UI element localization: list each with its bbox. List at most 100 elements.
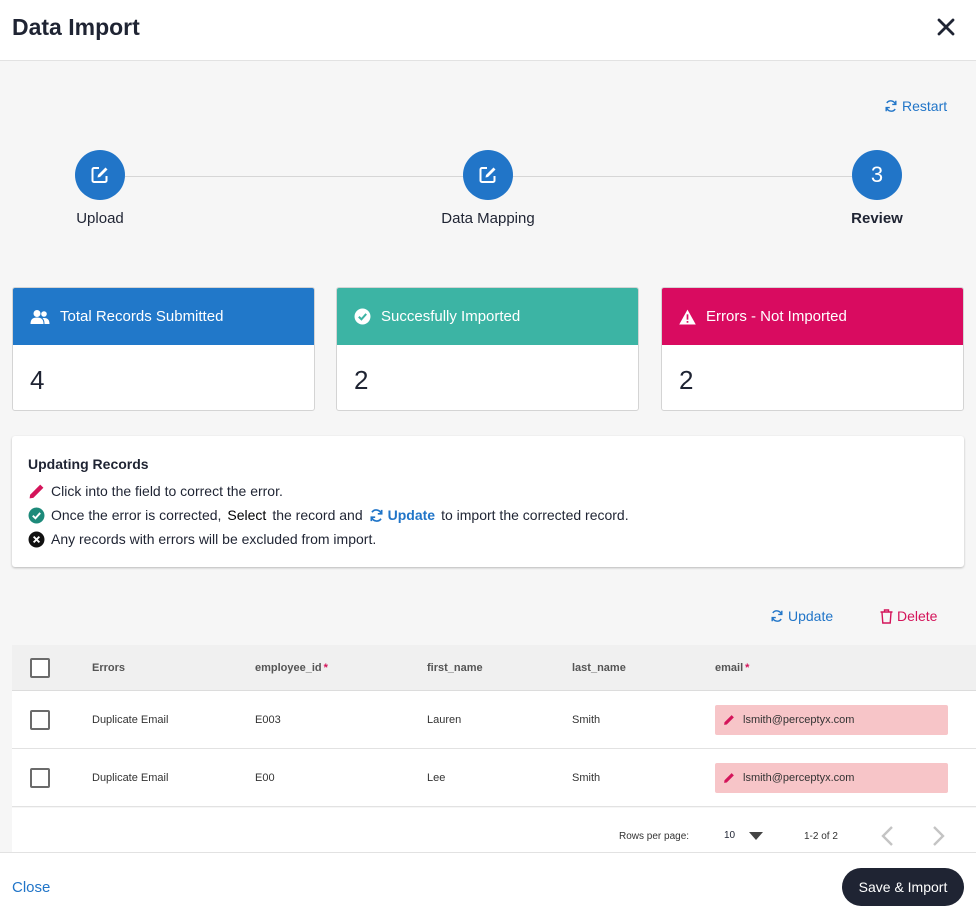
table-row: Duplicate Email E003 Lauren Smith lsmith…	[12, 691, 976, 749]
step-review-circle: 3	[852, 150, 902, 200]
col-employee-id[interactable]: employee_id *	[255, 645, 328, 690]
imported-card: Succesfully Imported 2	[336, 287, 639, 411]
cell-employee-id[interactable]: E00	[255, 771, 275, 784]
chevron-right-icon[interactable]	[928, 824, 948, 848]
cell-email: lsmith@perceptyx.com	[715, 749, 948, 806]
close-link[interactable]: Close	[12, 879, 51, 896]
info-line2-b: the record and	[272, 507, 363, 523]
cell-errors: Duplicate Email	[92, 713, 169, 726]
modal-header: Data Import	[0, 0, 976, 61]
info-line2-a: Once the error is corrected,	[51, 507, 222, 523]
imported-label: Succesfully Imported	[381, 308, 521, 325]
close-icon[interactable]	[934, 15, 958, 39]
table-header: Errors employee_id * first_name last_name…	[12, 645, 976, 691]
row-checkbox[interactable]	[30, 709, 50, 730]
col-first-name-label: first_name	[427, 661, 483, 674]
refresh-icon	[885, 100, 897, 112]
pencil-icon	[28, 483, 45, 500]
restart-button[interactable]: Restart	[884, 98, 947, 114]
info-update-reference: Update	[369, 507, 435, 523]
updating-records-info: Updating Records Click into the field to…	[12, 436, 964, 567]
cell-email: lsmith@perceptyx.com	[715, 691, 948, 748]
pencil-icon	[724, 714, 734, 725]
delete-label: Delete	[897, 608, 938, 624]
email-value: lsmith@perceptyx.com	[743, 771, 855, 784]
row-select-cell	[30, 749, 50, 806]
info-line1-text: Click into the field to correct the erro…	[51, 483, 283, 499]
cell-last-name[interactable]: Smith	[572, 771, 601, 784]
step-upload-label: Upload	[76, 210, 124, 227]
rows-per-page-value: 10	[724, 830, 736, 841]
step-review-label: Review	[851, 210, 903, 227]
warning-icon	[679, 309, 696, 324]
check-circle-icon	[28, 507, 45, 524]
required-mark: *	[323, 661, 328, 674]
col-employee-id-label: employee_id	[255, 661, 322, 674]
total-records-header: Total Records Submitted	[13, 288, 314, 345]
info-line-update: Once the error is corrected, Select the …	[28, 503, 948, 527]
required-mark: *	[745, 661, 750, 674]
users-icon	[30, 309, 50, 324]
refresh-icon	[370, 508, 383, 522]
cell-first-name[interactable]: Lee	[427, 771, 446, 784]
errors-label: Errors - Not Imported	[706, 308, 847, 325]
info-line-exclude: Any records with errors will be excluded…	[28, 527, 948, 551]
total-records-card: Total Records Submitted 4	[12, 287, 315, 411]
info-title: Updating Records	[28, 456, 149, 472]
total-records-value: 4	[30, 365, 45, 395]
info-update-label: Update	[387, 507, 436, 523]
email-error-field[interactable]: lsmith@perceptyx.com	[715, 704, 948, 735]
col-errors-label: Errors	[92, 661, 126, 674]
col-errors[interactable]: Errors	[92, 645, 125, 690]
col-email-label: email	[715, 661, 744, 674]
col-email[interactable]: email *	[715, 645, 749, 690]
col-last-name-label: last_name	[572, 661, 626, 674]
imported-header: Succesfully Imported	[337, 288, 638, 345]
info-line2-select: Select	[227, 507, 267, 523]
row-checkbox[interactable]	[30, 767, 50, 788]
table-row: Duplicate Email E00 Lee Smith lsmith@per…	[12, 749, 976, 807]
trash-icon	[880, 608, 893, 624]
records-table: Errors employee_id * first_name last_name…	[12, 645, 976, 807]
col-last-name[interactable]: last_name	[572, 645, 626, 690]
total-records-label: Total Records Submitted	[60, 308, 224, 325]
x-circle-icon	[28, 531, 45, 548]
page-range: 1-2 of 2	[804, 831, 838, 842]
errors-value: 2	[679, 365, 694, 395]
modal-footer: Close Save & Import	[0, 852, 976, 920]
rows-per-page-select[interactable]: 10	[724, 830, 764, 841]
chevron-left-icon[interactable]	[878, 824, 898, 848]
caret-down-icon	[749, 831, 764, 840]
edit-icon	[91, 167, 108, 183]
info-line2-c: to import the corrected record.	[441, 507, 629, 523]
edit-icon	[479, 167, 496, 183]
cell-last-name[interactable]: Smith	[572, 713, 601, 726]
col-first-name[interactable]: first_name	[427, 645, 483, 690]
update-label: Update	[788, 608, 834, 624]
rows-per-page-label: Rows per page:	[619, 831, 690, 842]
cell-first-name[interactable]: Lauren	[427, 713, 462, 726]
errors-card: Errors - Not Imported 2	[661, 287, 964, 411]
step-mapping-label: Data Mapping	[441, 210, 535, 227]
restart-label: Restart	[902, 98, 948, 114]
pencil-icon	[724, 772, 734, 783]
save-import-button[interactable]: Save & Import	[842, 868, 964, 906]
table-pagination: Rows per page: 10 1-2 of 2	[12, 808, 976, 852]
row-select-cell	[30, 691, 50, 748]
modal-title: Data Import	[12, 14, 140, 40]
select-all-cell	[30, 645, 50, 690]
cell-errors: Duplicate Email	[92, 771, 169, 784]
imported-value: 2	[354, 365, 369, 395]
update-button[interactable]: Update	[770, 608, 833, 624]
info-line-edit: Click into the field to correct the erro…	[28, 479, 948, 503]
refresh-icon	[771, 610, 783, 622]
cell-employee-id[interactable]: E003	[255, 713, 281, 726]
select-all-checkbox[interactable]	[30, 657, 50, 678]
check-circle-icon	[354, 308, 371, 325]
delete-button[interactable]: Delete	[880, 608, 937, 624]
info-line3-text: Any records with errors will be excluded…	[51, 531, 377, 547]
errors-header: Errors - Not Imported	[662, 288, 963, 345]
step-upload-circle	[75, 150, 125, 200]
email-error-field[interactable]: lsmith@perceptyx.com	[715, 762, 948, 793]
step-mapping-circle	[463, 150, 513, 200]
